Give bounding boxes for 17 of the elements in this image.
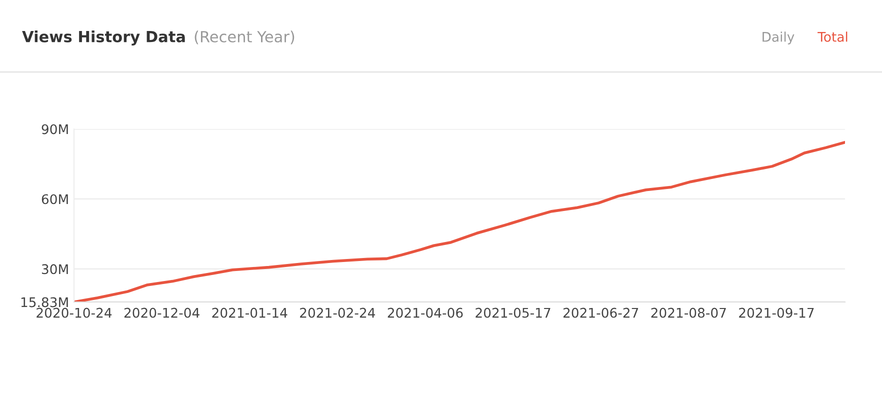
x-tick-label: 2021-02-24 xyxy=(300,308,376,318)
text: Total xyxy=(818,32,848,42)
x-tick-label: 2021-06-27 xyxy=(563,308,638,318)
chart-subtitle: (Recent Year) xyxy=(194,30,294,44)
x-tick-label: 2021-08-07 xyxy=(651,308,726,318)
x-tick-label: 2021-04-06 xyxy=(388,308,463,318)
x-tick-label: 2021-09-17 xyxy=(739,308,814,318)
y-tick-label: 30M xyxy=(42,264,68,274)
y-tick-label: 15.83M xyxy=(21,297,68,308)
y-tick-label: 60M xyxy=(42,194,68,204)
x-tick-label: 2021-01-14 xyxy=(212,308,288,318)
y-tick-label: 90M xyxy=(42,124,68,134)
chart-title: Views History Data xyxy=(22,30,185,46)
text: Daily xyxy=(762,32,794,44)
x-tick-label: 2021-05-17 xyxy=(476,308,550,318)
x-tick-label: 2020-12-04 xyxy=(124,308,200,318)
x-tick-label: 2020-10-24 xyxy=(36,308,112,318)
